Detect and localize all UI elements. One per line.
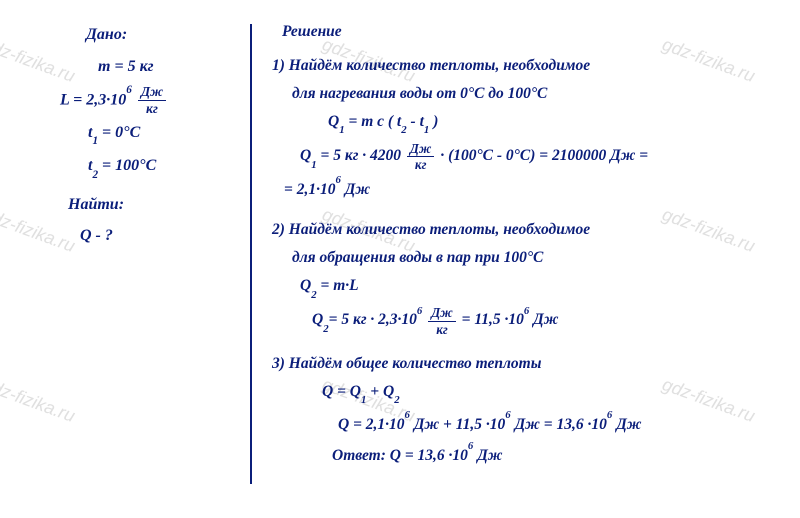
step3-title: 3) Найдём общее количество теплоты	[272, 352, 790, 376]
step1-eqA: Q1 = m c ( t2 - t1 )	[328, 110, 790, 136]
given-L: L = 2,3·106 Джкг	[60, 85, 232, 116]
answer: Ответ: Q = 13,6 ·106 Дж	[332, 443, 790, 468]
step1-eqC: = 2,1·106 Дж	[284, 177, 790, 202]
step1-body: для нагревания воды от 0°C до 100°C	[292, 82, 790, 106]
step2-body: для обращения воды в пар при 100°C	[292, 246, 790, 270]
solution-header: Решение	[282, 20, 790, 44]
step3-eqB: Q = 2,1·106 Дж + 11,5 ·106 Дж = 13,6 ·10…	[338, 412, 790, 437]
given-t1: t1 = 0°C	[88, 118, 232, 149]
problem-container: Дано: m = 5 кг L = 2,3·106 Джкг t1 = 0°C…	[0, 0, 800, 494]
given-header: Дано:	[86, 20, 232, 50]
step2-title: 2) Найдём количество теплоты, необходимо…	[272, 218, 790, 242]
step1-title: 1) Найдём количество теплоты, необходимо…	[272, 54, 790, 78]
step1-eqB: Q1 = 5 кг · 4200 Джкг · (100°C - 0°C) = …	[300, 142, 790, 171]
step2-eqB: Q2= 5 кг · 2,3·106 Джкг = 11,5 ·106 Дж	[312, 306, 790, 335]
solution-block: Решение 1) Найдём количество теплоты, не…	[252, 20, 790, 484]
given-t2: t2 = 100°C	[88, 151, 232, 182]
given-m: m = 5 кг	[98, 52, 232, 82]
given-block: Дано: m = 5 кг L = 2,3·106 Джкг t1 = 0°C…	[40, 20, 250, 484]
step2-eqA: Q2 = m·L	[300, 274, 790, 300]
step3-eqA: Q = Q1 + Q2	[322, 380, 790, 406]
find-Q: Q - ?	[80, 221, 232, 251]
find-header: Найти:	[68, 190, 232, 220]
